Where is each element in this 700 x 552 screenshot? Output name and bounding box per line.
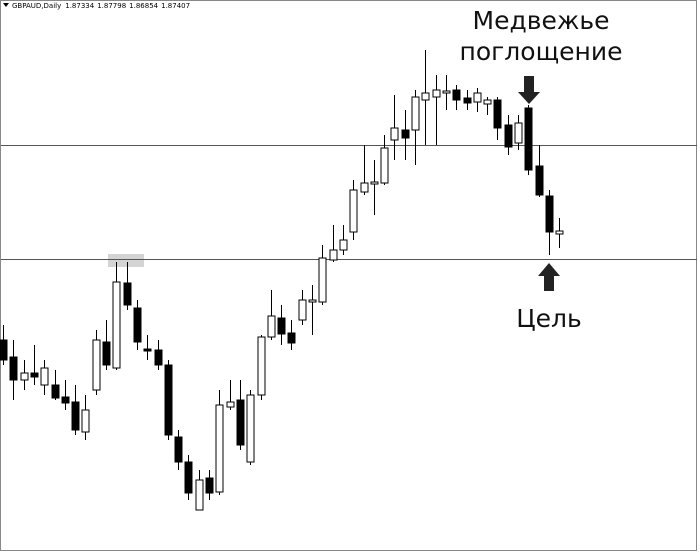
header: GBPAUD,Daily 1.87334 1.87798 1.86854 1.87407 [12, 2, 190, 10]
header-symbol: GBPAUD,Daily [12, 2, 61, 10]
candle-body [123, 282, 132, 306]
candle-body [277, 317, 286, 335]
candle-body [133, 307, 142, 343]
candle-body [71, 401, 80, 431]
candle-body [40, 367, 49, 386]
candle-body [555, 230, 564, 235]
candle-body [411, 96, 420, 131]
candle-body [184, 461, 193, 494]
header-value: 1.87334 [65, 2, 94, 10]
candle-body [246, 394, 255, 463]
candle-body [205, 477, 214, 494]
candle-body [360, 182, 369, 193]
candle-body [20, 372, 29, 381]
candle-body [102, 341, 111, 366]
candle-body [92, 339, 101, 391]
candle-body [257, 336, 266, 396]
candle-body [9, 356, 18, 381]
candle-body [112, 281, 121, 369]
candle-body [401, 129, 410, 139]
candle-body [390, 127, 399, 141]
candle-body [81, 409, 90, 433]
header-value: 1.87798 [97, 2, 126, 10]
candle-body [195, 479, 204, 511]
candle-body [473, 92, 482, 103]
candle-body [463, 97, 472, 104]
candle-body [51, 384, 60, 399]
annotation: Цель [516, 304, 582, 333]
candle-body [61, 396, 70, 404]
candle-body [380, 147, 389, 184]
highlight [108, 254, 144, 267]
candle-body [308, 299, 317, 303]
candle-body [174, 436, 183, 463]
candles [0, 50, 564, 511]
candle-body [432, 89, 441, 98]
menu-triangle [3, 3, 9, 7]
header-value: 1.86854 [129, 2, 158, 10]
candle-body [267, 315, 276, 338]
candle-body [545, 195, 554, 233]
candle-body [339, 239, 348, 251]
candle-body [514, 122, 523, 144]
candle-body [504, 124, 513, 148]
candle-body [226, 401, 235, 408]
candle-body [154, 349, 163, 366]
annotation: Медвежье [473, 6, 610, 35]
candle-body [442, 90, 451, 94]
candle-body [493, 99, 502, 129]
candle-body [483, 99, 492, 105]
candle-body [370, 181, 379, 185]
levels [1, 145, 697, 260]
candle-body [452, 89, 461, 101]
candle-body [318, 257, 327, 303]
header-value: 1.87407 [161, 2, 190, 10]
candle-body [421, 92, 430, 101]
candle-body [215, 404, 224, 493]
candle-body [0, 339, 8, 361]
candle-body [287, 332, 296, 344]
arrow-up [538, 263, 560, 291]
candle-body [349, 189, 358, 233]
annotation: поглощение [460, 37, 623, 66]
candle-body [329, 249, 338, 261]
candle-body [298, 299, 307, 321]
candle-body [30, 372, 39, 378]
candle-body [236, 399, 245, 446]
candle-body [164, 364, 173, 436]
candle-body [143, 348, 152, 352]
candle-body [535, 165, 544, 196]
arrow-down [518, 76, 540, 104]
candle-body [524, 107, 533, 171]
